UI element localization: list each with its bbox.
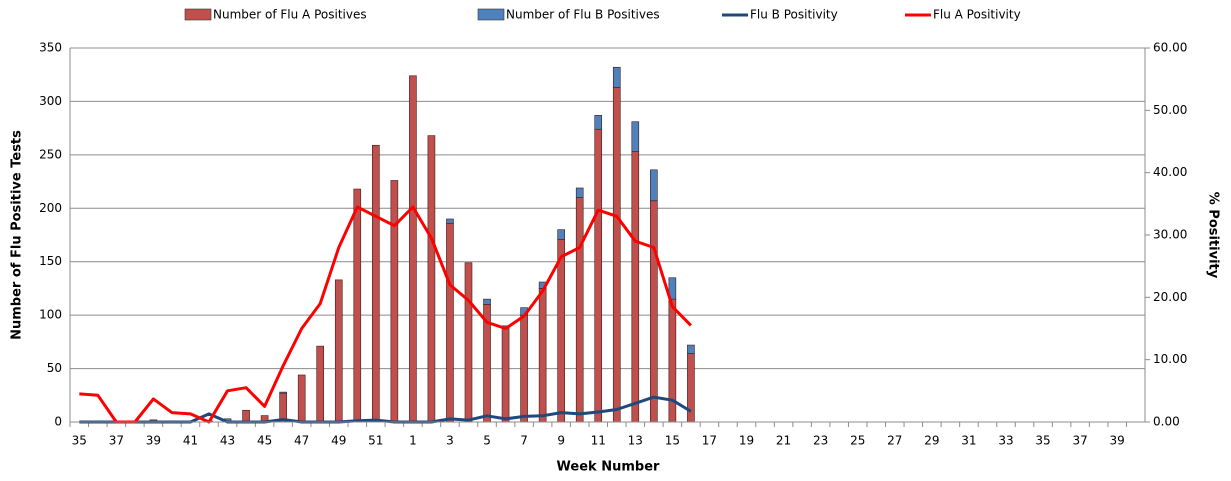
bar bbox=[334, 279, 343, 423]
bar bbox=[594, 128, 603, 423]
x-tick-label: 25 bbox=[850, 434, 865, 448]
x-tick-label: 31 bbox=[961, 434, 976, 448]
bar bbox=[575, 197, 584, 423]
x-tick-label: 9 bbox=[557, 434, 565, 448]
bar bbox=[297, 374, 306, 423]
x-tick-label: 3 bbox=[446, 434, 454, 448]
bar bbox=[668, 298, 677, 423]
x-tick-label: 11 bbox=[591, 434, 606, 448]
y2-tick-label: 10.00 bbox=[1153, 352, 1187, 366]
y2-tick-label: 20.00 bbox=[1153, 290, 1187, 304]
bar bbox=[594, 115, 603, 130]
x-tick-label: 37 bbox=[1072, 434, 1087, 448]
x-tick-label: 45 bbox=[257, 434, 272, 448]
y2-axis-title: % Positivity bbox=[1206, 192, 1221, 279]
bar bbox=[557, 229, 565, 240]
bar bbox=[353, 188, 362, 423]
bar bbox=[501, 327, 510, 423]
y2-tick-label: 60.00 bbox=[1153, 41, 1187, 55]
bar bbox=[612, 87, 621, 423]
x-tick-label: 23 bbox=[813, 434, 828, 448]
y2-tick-label: 50.00 bbox=[1153, 103, 1187, 117]
x-tick-label: 47 bbox=[294, 434, 309, 448]
y-tick-label: 150 bbox=[39, 254, 62, 268]
y-tick-label: 350 bbox=[39, 41, 62, 55]
x-tick-label: 33 bbox=[998, 434, 1013, 448]
bar bbox=[557, 238, 565, 423]
bar bbox=[650, 169, 658, 202]
bar bbox=[687, 353, 695, 423]
y-tick-label: 200 bbox=[39, 201, 62, 215]
x-tick-label: 39 bbox=[146, 434, 161, 448]
bar bbox=[446, 218, 454, 224]
y-axis-title: Number of Flu Positive Tests bbox=[10, 130, 25, 340]
x-tick-label: 19 bbox=[739, 434, 754, 448]
bar bbox=[650, 200, 658, 423]
bar bbox=[668, 277, 677, 300]
bar bbox=[631, 121, 640, 152]
x-tick-label: 29 bbox=[924, 434, 939, 448]
y2-tick-label: 30.00 bbox=[1153, 228, 1187, 242]
legend-label: Flu A Positivity bbox=[933, 8, 1021, 22]
x-tick-label: 49 bbox=[331, 434, 346, 448]
legend-label: Flu B Positivity bbox=[750, 8, 838, 22]
x-tick-label: 41 bbox=[183, 434, 198, 448]
bar bbox=[575, 187, 584, 198]
x-tick-label: 35 bbox=[72, 434, 87, 448]
bar bbox=[390, 180, 399, 423]
x-tick-label: 35 bbox=[1035, 434, 1050, 448]
bar bbox=[279, 391, 287, 394]
x-tick-label: 39 bbox=[1110, 434, 1125, 448]
legend-label: Number of Flu B Positives bbox=[506, 8, 660, 22]
x-tick-label: 5 bbox=[483, 434, 491, 448]
x-tick-label: 15 bbox=[665, 434, 680, 448]
y2-tick-label: 40.00 bbox=[1153, 165, 1187, 179]
y2-tick-label: 0.00 bbox=[1153, 415, 1180, 429]
bar bbox=[464, 262, 473, 423]
bar bbox=[279, 392, 287, 423]
x-tick-label: 13 bbox=[628, 434, 643, 448]
bar bbox=[372, 144, 380, 423]
line bbox=[79, 205, 692, 424]
legend-swatch bbox=[184, 8, 212, 21]
y-tick-label: 300 bbox=[39, 94, 62, 108]
legend-label: Number of Flu A Positives bbox=[213, 8, 367, 22]
x-tick-label: 7 bbox=[520, 434, 528, 448]
x-tick-label: 1 bbox=[409, 434, 417, 448]
bar bbox=[316, 345, 325, 423]
y-tick-label: 50 bbox=[47, 361, 62, 375]
bar bbox=[631, 151, 640, 423]
y-tick-label: 0 bbox=[54, 415, 62, 429]
y-tick-label: 100 bbox=[39, 308, 62, 322]
bar bbox=[409, 75, 417, 423]
bar bbox=[520, 314, 528, 423]
bar bbox=[427, 135, 436, 423]
legend-swatch bbox=[477, 8, 505, 21]
bar bbox=[538, 288, 547, 423]
bar bbox=[242, 409, 250, 423]
x-tick-label: 51 bbox=[368, 434, 383, 448]
y-tick-label: 250 bbox=[39, 147, 62, 161]
x-tick-label: 17 bbox=[702, 434, 717, 448]
bar bbox=[483, 298, 491, 305]
x-tick-label: 27 bbox=[887, 434, 902, 448]
bar bbox=[612, 66, 621, 88]
bar bbox=[446, 222, 454, 423]
bar bbox=[687, 344, 695, 354]
x-tick-label: 43 bbox=[220, 434, 235, 448]
x-tick-label: 37 bbox=[109, 434, 124, 448]
x-tick-label: 21 bbox=[776, 434, 791, 448]
x-axis-title: Week Number bbox=[557, 460, 660, 475]
